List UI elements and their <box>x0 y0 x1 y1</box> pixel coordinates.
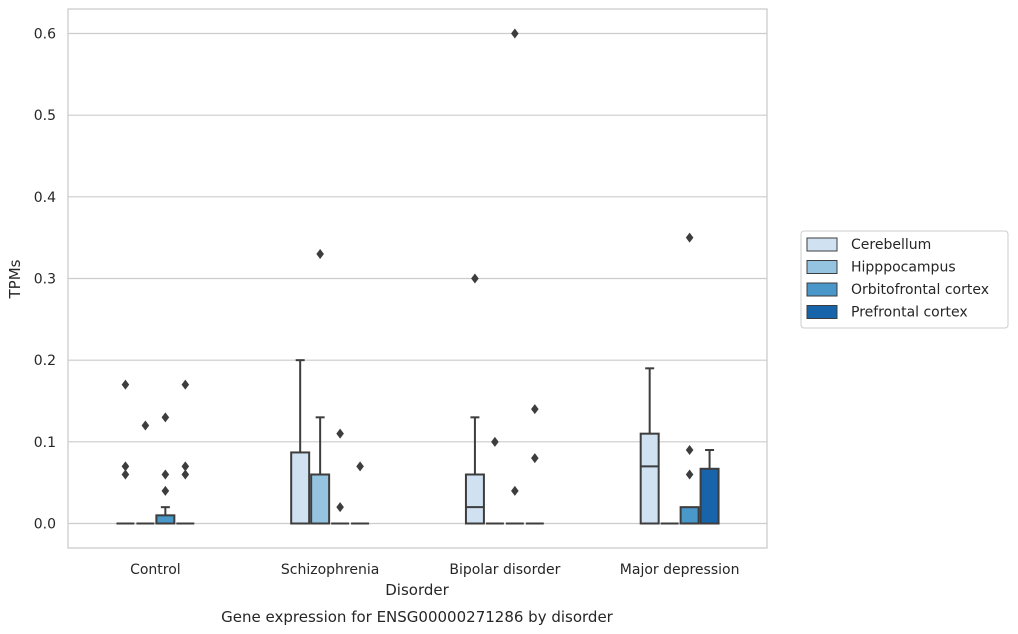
y-tick-label: 0.3 <box>34 272 56 288</box>
box <box>464 473 485 525</box>
y-tick-label: 0.0 <box>34 517 56 533</box>
x-axis-title: Disorder <box>385 581 449 599</box>
outlier-point <box>531 404 539 415</box>
outlier-point <box>316 249 324 259</box>
legend-label: Orbitofrontal cortex <box>851 282 989 298</box>
box <box>310 473 331 525</box>
y-axis-ticks: 0.0 0.1 0.2 0.3 0.4 0.5 0.6 <box>34 27 56 533</box>
legend: Cerebellum Hipppocampus Orbitofrontal cort… <box>800 230 1009 329</box>
outlier-point <box>685 445 694 455</box>
outlier-point <box>336 428 344 439</box>
y-tick-label: 0.4 <box>34 190 56 206</box>
legend-swatch <box>806 237 838 252</box>
outlier-point <box>336 502 344 513</box>
outlier-point <box>161 469 170 480</box>
y-axis-title: TPMs <box>6 259 24 299</box>
y-tick-label: 0.6 <box>34 27 56 43</box>
box-group <box>464 28 544 525</box>
y-tick-label: 0.2 <box>34 353 56 369</box>
box-group <box>116 379 195 525</box>
legend-label: Hipppocampus <box>851 260 956 276</box>
x-tick-label: Bipolar disorder <box>449 562 560 578</box>
plot-area-frame <box>67 8 768 549</box>
outlier-point <box>141 420 150 431</box>
box <box>155 514 176 525</box>
outlier-point <box>181 379 190 390</box>
box <box>290 451 311 525</box>
outlier-point <box>161 485 170 496</box>
outlier-point <box>181 461 190 472</box>
legend-swatch <box>806 260 838 274</box>
outlier-point <box>121 461 130 472</box>
outlier-point <box>685 232 694 243</box>
outlier-point <box>511 485 519 496</box>
y-tick-label: 0.5 <box>34 108 56 124</box>
box-group <box>290 249 370 525</box>
x-axis-ticks: Control Schizophrenia Bipolar disorder Majo… <box>130 562 739 578</box>
outlier-point <box>531 453 539 464</box>
legend-label: Prefrontal cortex <box>851 305 968 321</box>
outlier-point <box>356 461 364 472</box>
outlier-point <box>511 28 519 39</box>
x-tick-label: Schizophrenia <box>281 562 379 578</box>
box <box>699 467 720 525</box>
box <box>639 432 660 525</box>
outlier-point <box>121 469 130 480</box>
legend-frame <box>800 230 1009 329</box>
legend-label: Cerebellum <box>851 237 931 253</box>
x-tick-label: Control <box>130 562 181 578</box>
x-tick-label: Major depression <box>620 562 740 578</box>
chart-caption: Gene expression for ENSG00000271286 by d… <box>221 608 614 626</box>
box-group <box>639 232 720 525</box>
outlier-point <box>685 469 694 480</box>
outlier-point <box>491 436 499 447</box>
box-groups <box>116 28 720 525</box>
legend-swatch <box>806 282 838 297</box>
legend-swatch <box>806 305 838 319</box>
outlier-point <box>181 469 190 480</box>
y-tick-label: 0.1 <box>34 435 56 451</box>
outlier-point <box>121 379 130 390</box>
box <box>679 506 700 525</box>
outlier-point <box>471 273 479 284</box>
outlier-point <box>161 412 170 423</box>
